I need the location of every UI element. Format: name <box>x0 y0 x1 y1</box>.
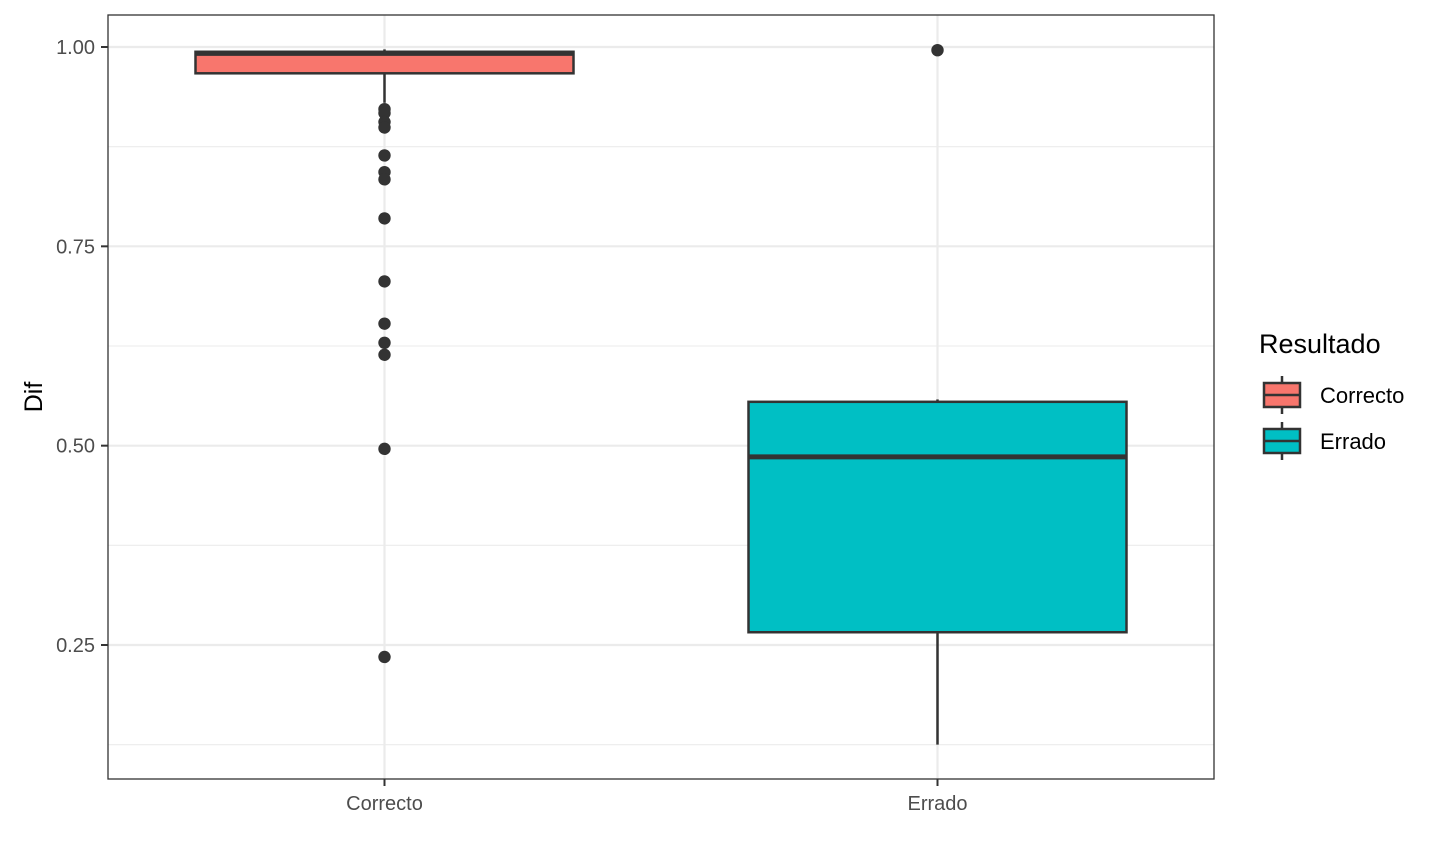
box-correcto <box>194 49 575 664</box>
axes: 0.25 0.50 0.75 1.00 Correcto Errado <box>56 37 967 815</box>
y-axis-title: Dif <box>20 382 48 413</box>
box-layer <box>194 43 1128 745</box>
outlier-point <box>931 43 944 57</box>
y-tick-label: 1.00 <box>56 37 95 59</box>
box-errado <box>747 43 1128 745</box>
legend-title: Resultado <box>1259 329 1381 359</box>
outlier-point <box>378 348 391 361</box>
outlier-point <box>378 336 391 350</box>
box-body <box>747 400 1128 634</box>
outlier-point <box>378 650 391 664</box>
outlier-point <box>378 442 391 456</box>
outlier-point <box>378 106 391 120</box>
x-tick-label: Correcto <box>346 793 423 815</box>
outlier-point <box>378 317 391 330</box>
outlier-point <box>378 121 391 134</box>
outlier-point <box>378 212 391 225</box>
y-tick-label: 0.25 <box>56 635 95 657</box>
legend: Resultado Correcto Errado <box>1259 329 1404 460</box>
outlier-point <box>378 173 391 186</box>
y-tick-label: 0.75 <box>56 236 95 258</box>
panel-border <box>107 14 1215 780</box>
legend-label: Errado <box>1320 429 1386 454</box>
outlier-point <box>378 275 391 288</box>
outlier-point <box>378 149 391 162</box>
legend-item-errado: Errado <box>1262 422 1386 460</box>
x-tick-label: Errado <box>907 793 967 815</box>
legend-item-correcto: Correcto <box>1262 376 1404 414</box>
legend-label: Correcto <box>1320 383 1404 408</box>
y-tick-label: 0.50 <box>56 436 95 458</box>
